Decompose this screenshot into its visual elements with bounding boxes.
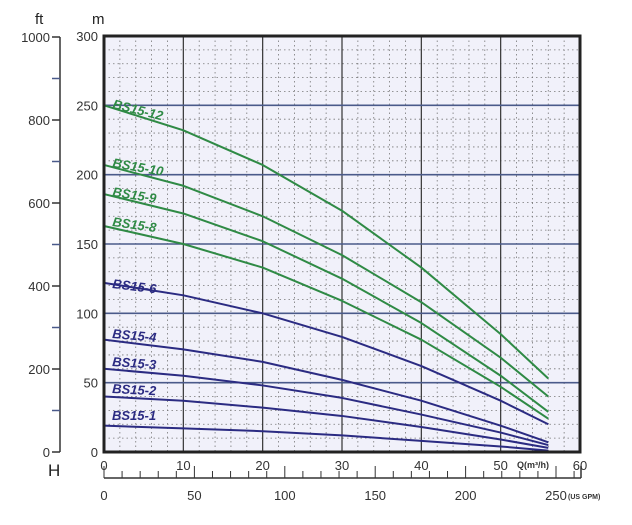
x-axis-label: Q(m³/h) bbox=[517, 460, 549, 470]
m-unit-label: m bbox=[92, 11, 105, 28]
curve-label-bs15-6: BS15-6 bbox=[112, 276, 158, 296]
gpm-tick-label: 100 bbox=[274, 488, 296, 503]
ft-unit-label: ft bbox=[35, 11, 44, 28]
curve-label-bs15-2: BS15-2 bbox=[112, 381, 158, 398]
gpm-tick-label: 250 bbox=[545, 488, 567, 503]
curve-bs15-9 bbox=[103, 193, 549, 413]
ft-tick-label: 400 bbox=[28, 279, 50, 294]
gpm-tick-label: 200 bbox=[455, 488, 477, 503]
curve-bs15-1 bbox=[103, 424, 549, 452]
curve-bs15-6 bbox=[103, 281, 549, 426]
gpm-tick-label: 50 bbox=[187, 488, 201, 503]
y-tick-label: 50 bbox=[84, 376, 98, 391]
y-tick-label: 300 bbox=[76, 29, 98, 44]
y-tick-label: 0 bbox=[91, 445, 98, 460]
y-tick-label: 150 bbox=[76, 237, 98, 252]
x-tick-label: 0 bbox=[100, 458, 107, 473]
y-tick-label: 100 bbox=[76, 306, 98, 321]
curve-label-bs15-8: BS15-8 bbox=[112, 214, 158, 235]
gpm-tick-label: 0 bbox=[100, 488, 107, 503]
curve-bs15-10 bbox=[103, 163, 549, 398]
ft-tick-label: 0 bbox=[43, 445, 50, 460]
x-tick-label: 40 bbox=[414, 458, 428, 473]
x-tick-label: 60 bbox=[573, 458, 587, 473]
ft-tick-label: 800 bbox=[28, 113, 50, 128]
ft-tick-label: 200 bbox=[28, 362, 50, 377]
x-tick-label: 30 bbox=[335, 458, 349, 473]
curve-bs15-4 bbox=[103, 338, 549, 444]
curve-label-bs15-1: BS15-1 bbox=[112, 408, 156, 423]
curve-label-bs15-4: BS15-4 bbox=[112, 326, 158, 345]
curve-bs15-3 bbox=[103, 367, 549, 447]
curve-label-bs15-9: BS15-9 bbox=[112, 184, 159, 206]
ft-tick-label: 600 bbox=[28, 196, 50, 211]
gpm-tick-label: 150 bbox=[364, 488, 386, 503]
curve-bs15-8 bbox=[103, 224, 549, 420]
x2-axis-label: (US GPM) bbox=[568, 494, 600, 501]
y-axis-label: H bbox=[48, 461, 60, 480]
x-tick-label: 10 bbox=[176, 458, 190, 473]
y-tick-label: 250 bbox=[76, 98, 98, 113]
curve-label-bs15-3: BS15-3 bbox=[112, 354, 158, 372]
curves bbox=[103, 104, 549, 452]
x-tick-label: 50 bbox=[493, 458, 507, 473]
curve-bs15-12 bbox=[103, 104, 549, 380]
curve-bs15-2 bbox=[103, 395, 549, 449]
ft-tick-label: 1000 bbox=[21, 30, 50, 45]
plot-frame bbox=[102, 34, 582, 454]
y-tick-label: 200 bbox=[76, 168, 98, 183]
x-tick-label: 20 bbox=[255, 458, 269, 473]
